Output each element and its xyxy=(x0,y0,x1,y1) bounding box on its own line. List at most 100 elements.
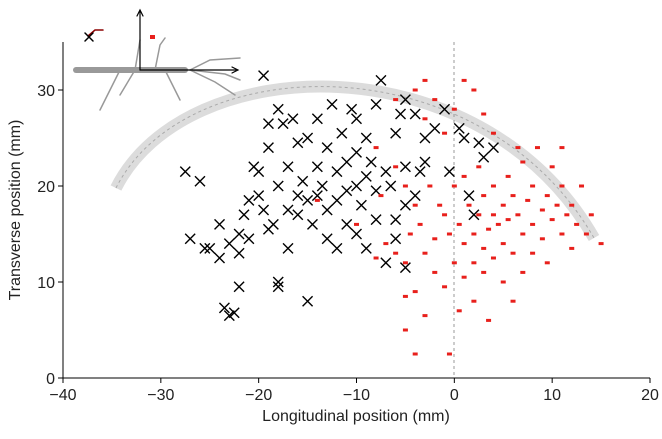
point xyxy=(525,198,531,202)
point xyxy=(297,175,309,187)
point xyxy=(481,194,487,198)
point xyxy=(214,252,226,264)
point xyxy=(253,190,265,202)
point xyxy=(311,161,323,173)
point xyxy=(414,166,426,178)
point xyxy=(412,352,418,356)
point xyxy=(378,194,384,198)
point xyxy=(476,213,482,217)
point xyxy=(393,165,399,169)
x-tick-label: 10 xyxy=(543,387,561,404)
point xyxy=(422,314,428,318)
point xyxy=(243,194,255,206)
point xyxy=(461,78,467,82)
point xyxy=(292,137,304,149)
point xyxy=(258,70,270,82)
point xyxy=(223,310,235,322)
point xyxy=(520,160,526,164)
point xyxy=(262,142,274,154)
point xyxy=(341,156,353,168)
point xyxy=(355,199,367,211)
point xyxy=(481,112,487,116)
point xyxy=(253,166,265,178)
point xyxy=(302,194,314,206)
point xyxy=(399,199,411,211)
point xyxy=(331,194,343,206)
point xyxy=(399,94,411,106)
point xyxy=(486,318,492,322)
point xyxy=(520,232,526,236)
point xyxy=(544,261,550,265)
point xyxy=(287,113,299,125)
point xyxy=(412,203,418,207)
point xyxy=(515,146,521,150)
point xyxy=(442,285,448,289)
y-tick-label: 30 xyxy=(37,83,55,100)
point xyxy=(380,257,392,269)
point xyxy=(354,222,359,226)
point xyxy=(417,222,423,226)
point xyxy=(500,203,506,207)
point xyxy=(373,146,379,150)
point xyxy=(302,132,314,144)
point xyxy=(282,161,294,173)
point xyxy=(520,270,526,274)
x-tick-label: −30 xyxy=(147,387,174,404)
point xyxy=(321,142,333,154)
point xyxy=(588,213,594,217)
point xyxy=(228,307,240,319)
point xyxy=(579,184,585,188)
point xyxy=(277,118,289,130)
x-tick-label: 0 xyxy=(450,387,459,404)
point xyxy=(451,261,457,265)
point xyxy=(238,209,250,221)
point xyxy=(402,328,408,332)
point xyxy=(402,261,408,265)
point xyxy=(272,276,284,288)
point xyxy=(321,233,333,245)
point xyxy=(390,233,402,245)
point xyxy=(432,98,438,102)
point xyxy=(583,232,589,236)
x-axis-label: Longitudinal position (mm) xyxy=(262,408,450,425)
point xyxy=(258,204,270,216)
point xyxy=(429,122,441,134)
point xyxy=(458,132,470,144)
point xyxy=(422,251,428,255)
point xyxy=(399,161,411,173)
point xyxy=(390,127,402,139)
point xyxy=(598,242,604,246)
y-tick-label: 10 xyxy=(37,275,55,292)
point xyxy=(490,256,496,260)
point xyxy=(272,281,284,293)
point xyxy=(321,204,333,216)
point xyxy=(223,238,235,250)
point xyxy=(306,218,318,230)
point xyxy=(505,174,511,178)
point xyxy=(442,213,448,217)
point xyxy=(473,137,485,149)
point xyxy=(233,281,245,293)
point xyxy=(427,184,433,188)
point xyxy=(407,232,413,236)
point xyxy=(380,166,392,178)
point xyxy=(419,132,431,144)
point xyxy=(490,213,496,217)
point xyxy=(393,251,399,255)
point xyxy=(282,242,294,254)
point xyxy=(272,103,284,115)
point xyxy=(510,299,516,303)
point xyxy=(451,107,457,111)
inset-icon xyxy=(73,8,241,111)
point xyxy=(446,232,452,236)
point xyxy=(341,185,353,197)
point xyxy=(179,166,191,178)
point xyxy=(272,180,284,192)
point xyxy=(351,113,362,125)
point xyxy=(515,213,521,217)
point xyxy=(471,88,477,92)
point xyxy=(370,98,382,110)
point xyxy=(373,256,379,260)
point xyxy=(402,184,408,188)
